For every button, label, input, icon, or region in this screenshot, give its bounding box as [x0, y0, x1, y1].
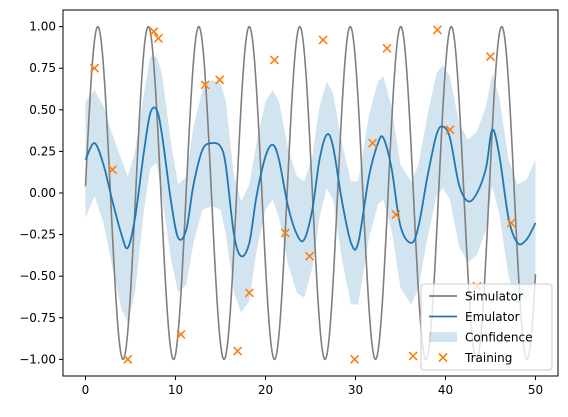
- training-point: [318, 35, 328, 45]
- legend-label-simulator: Simulator: [465, 290, 523, 304]
- training-point: [233, 346, 243, 356]
- training-point: [485, 52, 496, 62]
- y-tick-label: 0.25: [29, 144, 56, 158]
- y-tick-label: 0.00: [29, 186, 56, 200]
- emulator-line: [84, 106, 537, 258]
- training-point: [368, 138, 378, 148]
- training-point: [200, 80, 210, 90]
- training-point: [89, 63, 100, 73]
- training-point: [153, 33, 163, 43]
- training-point: [305, 251, 315, 261]
- training-point: [408, 351, 418, 361]
- training-point: [215, 75, 225, 85]
- legend-swatch-confidence: [429, 332, 457, 342]
- x-tick-label: 50: [528, 383, 543, 397]
- legend-swatch-training: [438, 352, 448, 363]
- simulator-line: [84, 25, 537, 361]
- training-point: [107, 165, 118, 175]
- training-point: [269, 55, 280, 65]
- legend: Simulator Emulator Confidence Training: [420, 283, 553, 371]
- x-tick-label: 30: [348, 383, 363, 397]
- y-tick-label: 0.50: [29, 103, 56, 117]
- training-point: [445, 125, 455, 135]
- x-tick-label: 0: [82, 383, 90, 397]
- y-tick-label: −0.25: [19, 228, 56, 242]
- training-point: [391, 210, 401, 220]
- y-tick-label: −0.75: [19, 311, 56, 325]
- y-tick-label: 1.00: [29, 20, 56, 34]
- legend-label-confidence: Confidence: [465, 331, 532, 345]
- x-tick-label: 20: [258, 383, 273, 397]
- y-tick-label: −0.50: [19, 269, 56, 283]
- x-tick-label: 40: [438, 383, 453, 397]
- x-tick-label: 10: [168, 383, 183, 397]
- confidence-band: [85, 56, 536, 323]
- training-point: [149, 27, 159, 37]
- training-point: [350, 354, 360, 364]
- training-point: [123, 354, 133, 364]
- legend-label-emulator: Emulator: [465, 310, 520, 324]
- training-point: [176, 329, 186, 339]
- training-point: [244, 288, 254, 298]
- training-point: [506, 218, 516, 228]
- axes: 0 10 20 30 40 50 −1.00 −0.75 −0.50 −0.25 0.00 0.25 0…: [19, 9, 559, 397]
- training-point: [280, 228, 290, 238]
- training-point: [432, 25, 442, 35]
- legend-label-training: Training: [464, 351, 512, 365]
- legend-box: [420, 283, 553, 371]
- plot-area: [84, 25, 537, 364]
- y-tick-label: 0.75: [29, 61, 56, 75]
- training-point: [382, 43, 392, 53]
- y-tick-label: −1.00: [19, 352, 56, 366]
